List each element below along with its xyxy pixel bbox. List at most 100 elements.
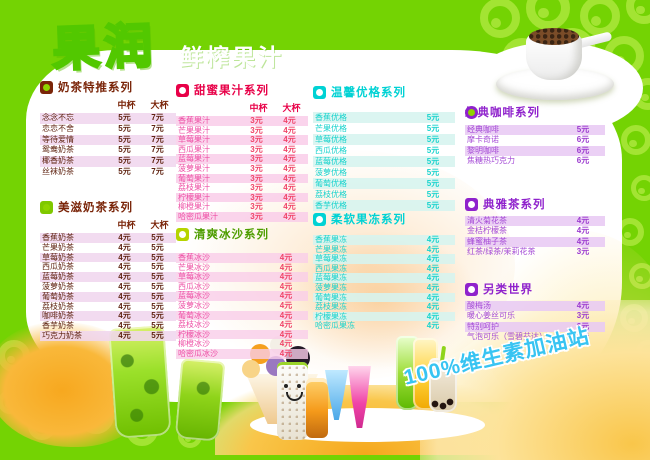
circle-decoration (0, 390, 22, 414)
section-sweet-juice: 甜蜜果汁系列 中杯 大杯 香蕉果汁 3元 4元 芒果果汁 3元 4元 草莓果汁 3元 4元 西瓜果… (176, 82, 308, 222)
menu-item-row: 芒果果冻 4元 (313, 245, 455, 255)
section-ice-smoothie: 清爽冰沙系列 香蕉冰沙 4元 芒果冰沙 4元 草莓冰沙 4元 西瓜冰沙 4元 蓝莓冰沙 4元 菠萝冰… (176, 226, 308, 359)
section-header: 柔软果冻系列 (313, 211, 455, 227)
menu-item-row: 经典咖啡 5元 (465, 125, 605, 136)
item-price: 6元 (576, 145, 590, 155)
menu-item-row: 香蕉果冻 4元 (313, 235, 455, 245)
item-price: 4元 (118, 262, 131, 272)
item-price: 3元 (250, 163, 263, 173)
brand-subtitle: 鲜榨果汁 (180, 44, 284, 70)
menu-item-row: 鸳鸯奶茶 5元 7元 (40, 145, 176, 156)
hand-icon (313, 212, 326, 226)
item-price: 5元 (151, 272, 164, 282)
fruit-piece (242, 360, 260, 378)
circle-decoration (636, 340, 650, 364)
smiley-cup-photo (277, 362, 308, 440)
item-name: 金桔柠檬茶 (467, 226, 507, 236)
item-price: 3元 (250, 135, 263, 145)
item-name: 菠萝优格 (315, 168, 347, 177)
item-price: 5元 (151, 311, 164, 321)
menu-item-row: 香蕉优格 5元 (313, 112, 455, 123)
circle-decoration (526, 0, 570, 30)
section-header: 甜蜜果汁系列 (176, 82, 308, 98)
menu-item-row: 丝袜奶茶 5元 7元 (40, 167, 176, 178)
item-price: 5元 (118, 113, 131, 122)
item-name: 柳橙果汁 (178, 202, 210, 212)
menu-item-row: 菠萝奶茶 4元 5元 (40, 282, 176, 292)
menu-item-row: 芒果奶茶 4元 5元 (40, 243, 176, 253)
item-price: 5元 (118, 166, 131, 176)
medium-cup-header: 中杯 (117, 220, 136, 230)
item-name: 蓝莓冰沙 (178, 291, 210, 301)
large-cup-header: 大杯 (150, 220, 169, 230)
menu-item-row: 柠檬果汁 3元 4元 (176, 192, 308, 203)
section-classic-coffee: 经典咖啡系列 经典咖啡 5元 摩卡奇诺 6元 黎明咖啡 6元 焦糖热巧克力 6元 (465, 104, 605, 167)
item-price: 5元 (151, 262, 164, 272)
section-header: 另类世界 (465, 281, 605, 297)
circle-decoration (636, 386, 650, 410)
item-name: 葡萄果冻 (315, 292, 347, 302)
menu-item-row: 芒果冰沙 4元 (176, 263, 308, 273)
section-delicious-milk-tea: 美滋奶茶系列 中杯 大杯 香蕉奶茶 4元 5元 芒果奶茶 4元 5元 草莓奶茶 4元 5元 西瓜奶… (40, 199, 176, 341)
item-price: 4元 (426, 254, 440, 264)
item-name: 香蕉冰沙 (178, 253, 210, 262)
item-price: 5元 (151, 233, 164, 242)
item-price: 5元 (118, 156, 131, 166)
item-price: 5元 (426, 146, 440, 155)
menu-item-row: 芒果果汁 3元 4元 (176, 126, 308, 136)
item-name: 芒果果冻 (315, 244, 347, 254)
menu-rows: 香蕉果汁 3元 4元 芒果果汁 3元 4元 草莓果汁 3元 4元 西瓜果汁 3元 4元 蓝莓果汁 3元 4元… (176, 116, 308, 222)
item-name: 西瓜奶茶 (42, 262, 74, 272)
menu-item-row: 西瓜果冻 4元 (313, 264, 455, 274)
menu-item-row: 草莓优格 5元 (313, 134, 455, 145)
item-price: 5元 (426, 135, 440, 144)
item-price: 5元 (151, 281, 164, 291)
section-jelly: 柔软果冻系列 香蕉果冻 4元 芒果果冻 4元 草莓果冻 4元 西瓜果冻 4元 蓝莓果冻 4元 菠萝果… (313, 211, 455, 331)
item-name: 蓝莓果汁 (178, 154, 210, 164)
fruit-icon (40, 80, 53, 94)
item-price: 6元 (576, 135, 590, 145)
menu-item-row: 焦糖热巧克力 6元 (465, 156, 605, 166)
circle-decoration (0, 340, 30, 372)
item-name: 草莓冰沙 (178, 272, 210, 282)
hand-icon (465, 197, 478, 211)
item-name: 丝袜奶茶 (42, 166, 74, 176)
menu-rows: 香蕉果冻 4元 芒果果冻 4元 草莓果冻 4元 西瓜果冻 4元 蓝莓果冻 4元 菠萝果冻 4元 葡萄果冻… (313, 235, 455, 331)
item-name: 暖心姜丝可乐 (467, 311, 515, 321)
section-header: 奶茶特推系列 (40, 79, 176, 95)
item-name: 香芋优格 (315, 201, 347, 210)
menu-item-row: 菠萝优格 5元 (313, 167, 455, 178)
menu-item-row: 蓝莓冰沙 4元 (176, 291, 308, 301)
item-price: 4元 (118, 272, 131, 282)
item-price: 5元 (118, 145, 131, 155)
item-name: 香蕉果汁 (178, 116, 210, 125)
item-price: 4元 (283, 202, 296, 212)
item-price: 4元 (283, 211, 296, 221)
menu-item-row: 荔枝奶茶 4元 5元 (40, 302, 176, 312)
circle-decoration (604, 408, 632, 436)
menu-item-row: 柳橙冰沙 4元 (176, 339, 308, 349)
menu-item-row: 哈密瓜果汁 3元 4元 (176, 211, 308, 222)
item-price: 5元 (576, 125, 590, 134)
item-name: 香芋奶茶 (42, 321, 74, 331)
item-name: 菠萝奶茶 (42, 281, 74, 291)
circle-decoration (580, 0, 620, 36)
item-name: 蜂蜜柚子茶 (467, 236, 507, 246)
item-name: 香蕉奶茶 (42, 233, 74, 242)
circle-decoration (28, 412, 56, 440)
circle-decoration (78, 398, 114, 434)
item-name: 西瓜果冻 (315, 263, 347, 273)
item-name: 蓝莓果冻 (315, 273, 347, 283)
item-price: 4元 (426, 244, 440, 254)
brand-title: 果润 (50, 19, 158, 78)
item-price: 4元 (576, 301, 590, 310)
menu-item-row: 荔枝优格 5元 (313, 189, 455, 200)
menu-item-row: 草莓冰沙 4元 (176, 272, 308, 282)
item-price: 3元 (250, 154, 263, 164)
item-price: 3元 (250, 173, 263, 183)
item-name: 芒果奶茶 (42, 242, 74, 252)
section-title: 另类世界 (483, 284, 533, 296)
menu-item-row: 葡萄果汁 3元 4元 (176, 173, 308, 184)
item-name: 柠檬冰沙 (178, 329, 210, 339)
menu-item-row: 柳橙果汁 3元 4元 (176, 202, 308, 212)
